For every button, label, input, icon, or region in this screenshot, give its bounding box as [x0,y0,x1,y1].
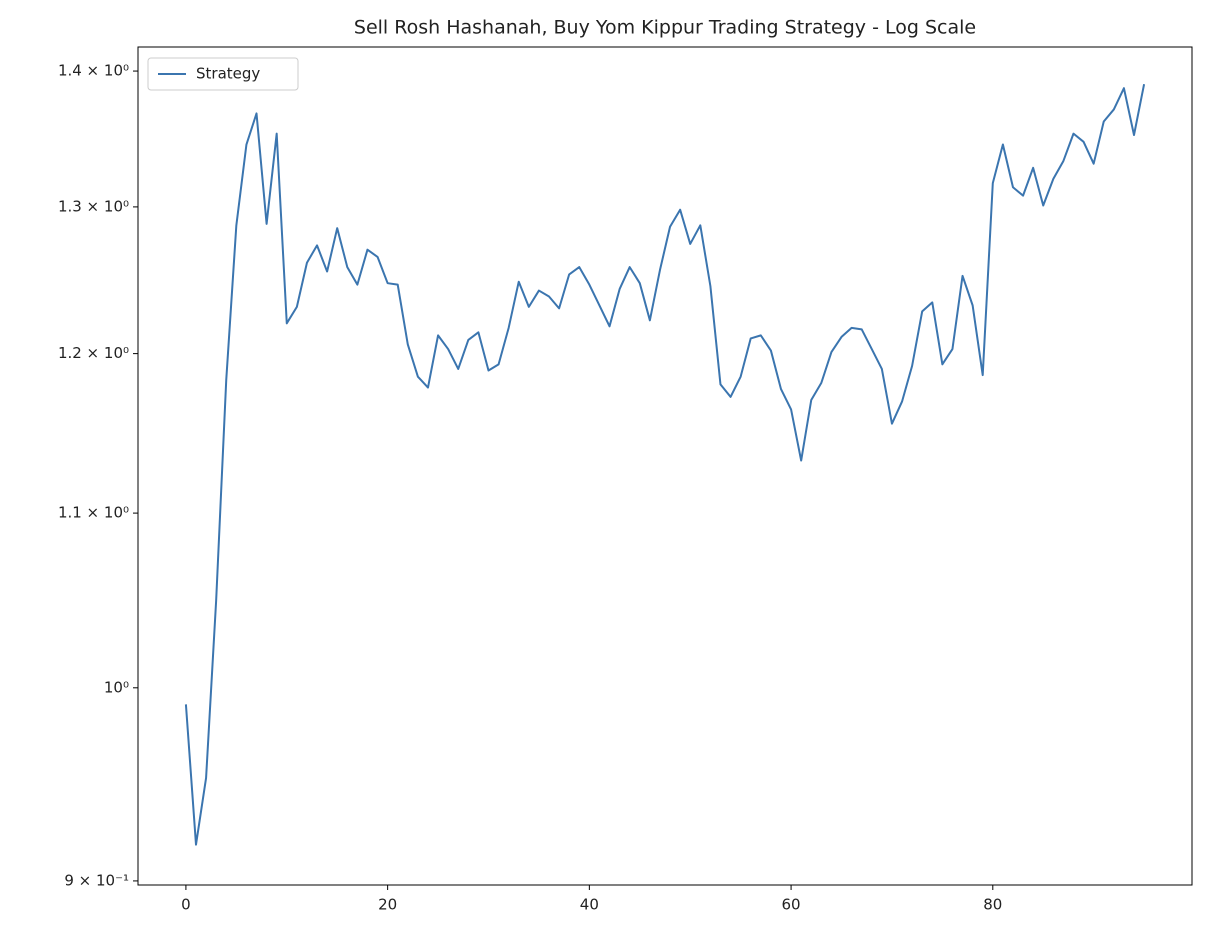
legend-label: Strategy [196,65,260,83]
x-tick-label: 40 [580,896,599,914]
legend-box [147,57,299,91]
x-tick-label: 20 [378,896,397,914]
y-tick-label: 10⁰ [104,678,129,696]
x-tick-label: 60 [782,896,801,914]
line [184,84,1146,846]
y-tick-label: 1.3 × 10⁰ [58,197,129,215]
x-tick-label: 80 [983,896,1002,914]
y-tick-label: 1.1 × 10⁰ [58,504,129,522]
y-tick-label: 1.2 × 10⁰ [58,344,129,362]
chart-title: Sell Rosh Hashanah, Buy Yom Kippur Tradi… [354,17,976,39]
y-tick-label: 1.4 × 10⁰ [58,62,129,80]
plot-frame [137,46,1193,886]
x-tick-label: 0 [181,896,191,914]
y-tick-label: 9 × 10⁻¹ [64,871,129,889]
